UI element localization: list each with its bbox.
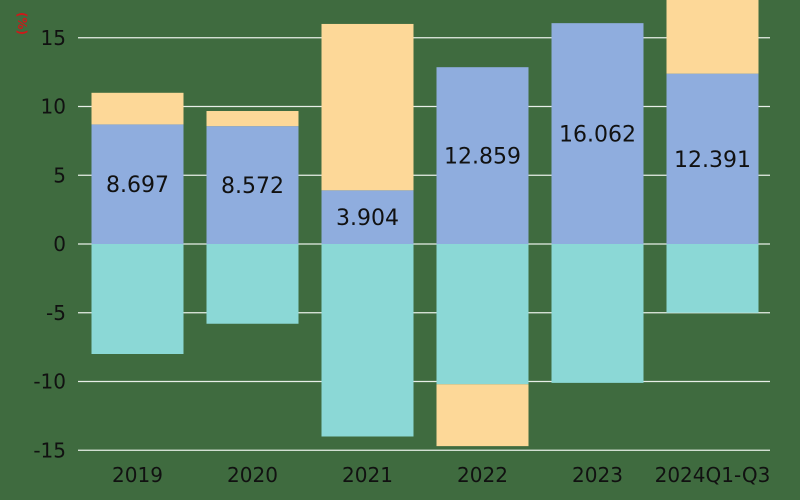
x-tick-label: 2022 (457, 463, 508, 487)
bar-segment (206, 126, 299, 244)
data-label: 8.572 (221, 174, 284, 199)
bar-segment (551, 244, 644, 383)
bar-segment (666, 73, 759, 244)
x-tick-label: 2021 (342, 463, 393, 487)
bar-segment (206, 244, 299, 324)
bar-segment (436, 67, 529, 244)
data-label: 12.391 (674, 148, 751, 173)
data-label: 16.062 (559, 123, 636, 148)
x-tick-label: 2019 (112, 463, 163, 487)
bar-segment (436, 384, 529, 447)
bar-segment (436, 244, 529, 385)
x-tick-label: 2024Q1-Q3 (655, 463, 771, 487)
bar-layer: 8.697 8.572 3.904 12.859 16.062 12.391 (91, 0, 759, 447)
y-tick-label: -5 (46, 301, 66, 325)
x-tick-label: 2020 (227, 463, 278, 487)
y-tick-label: 5 (53, 163, 66, 187)
y-tick-label: -15 (33, 438, 66, 462)
bar-segment (551, 23, 644, 245)
bar-segment (206, 111, 299, 127)
x-tick-label: 2023 (572, 463, 623, 487)
bar-segment (321, 244, 414, 437)
data-label: 8.697 (106, 173, 169, 198)
bar-segment (321, 190, 414, 244)
data-label: 12.859 (444, 145, 521, 170)
data-label: 3.904 (336, 206, 399, 231)
y-tick-label: 15 (41, 26, 66, 50)
y-tick-label: -10 (33, 370, 66, 394)
y-tick-label: 0 (53, 232, 66, 256)
axis-layer: 15 10 5 0 -5 -10 -15 2019 2020 2021 2022 2023 2024Q1… (33, 26, 770, 487)
bar-segment (666, 244, 759, 313)
y-tick-label: 10 (41, 95, 66, 119)
grid-layer (78, 37, 770, 451)
bar-segment (91, 92, 184, 125)
bar-segment (666, 0, 759, 74)
bar-segment (321, 23, 414, 191)
bar-segment (91, 244, 184, 354)
y-unit-label: (%) (15, 12, 29, 35)
bar-segment (91, 124, 184, 244)
